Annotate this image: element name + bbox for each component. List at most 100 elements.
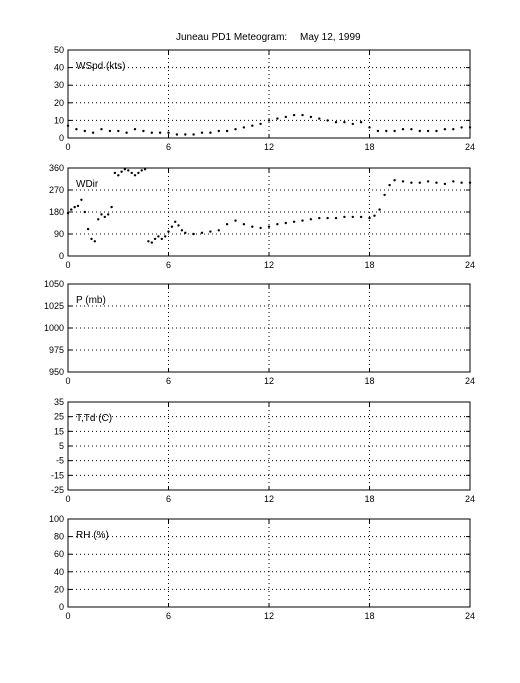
x-tick-label: 6 bbox=[166, 142, 171, 152]
data-point bbox=[192, 232, 195, 236]
y-tick-label: 0 bbox=[59, 602, 64, 612]
data-point bbox=[410, 128, 413, 131]
y-tick-label: 0 bbox=[59, 251, 64, 261]
y-tick-label: 20 bbox=[54, 584, 64, 594]
data-point bbox=[368, 126, 371, 129]
data-point bbox=[351, 122, 354, 126]
data-point bbox=[443, 128, 447, 131]
data-point bbox=[435, 181, 438, 184]
x-tick-label: 24 bbox=[465, 494, 475, 504]
data-point bbox=[309, 218, 313, 221]
data-point bbox=[157, 235, 160, 238]
data-point bbox=[368, 216, 371, 220]
x-tick-label: 12 bbox=[264, 494, 274, 504]
data-point bbox=[301, 219, 304, 222]
data-point bbox=[93, 240, 97, 243]
x-tick-label: 18 bbox=[364, 494, 374, 504]
data-point bbox=[376, 129, 380, 133]
data-point bbox=[200, 231, 204, 234]
data-point bbox=[103, 215, 107, 219]
data-point bbox=[378, 208, 381, 211]
panel-label: P (mb) bbox=[76, 295, 106, 306]
data-point bbox=[75, 128, 78, 131]
data-point bbox=[113, 171, 117, 175]
y-tick-label: 60 bbox=[54, 549, 64, 559]
y-tick-label: 360 bbox=[49, 163, 64, 173]
data-point bbox=[127, 169, 130, 172]
data-point bbox=[174, 220, 177, 223]
data-point bbox=[142, 129, 145, 133]
data-point bbox=[276, 223, 279, 226]
data-point bbox=[209, 230, 212, 233]
data-point bbox=[217, 129, 220, 133]
data-point bbox=[150, 241, 153, 244]
data-point bbox=[123, 168, 127, 171]
panel-label: T,Td (C) bbox=[76, 413, 112, 424]
data-point bbox=[100, 213, 103, 216]
data-point bbox=[225, 129, 229, 133]
data-point bbox=[401, 180, 405, 183]
data-point bbox=[276, 117, 279, 120]
data-point bbox=[351, 215, 354, 219]
y-tick-label: -15 bbox=[51, 470, 64, 480]
panel-label: WSpd (kts) bbox=[76, 61, 125, 72]
data-point bbox=[393, 129, 396, 133]
data-point bbox=[83, 129, 87, 133]
data-point bbox=[393, 179, 396, 182]
data-point bbox=[70, 208, 73, 211]
y-tick-label: 90 bbox=[54, 229, 64, 239]
x-tick-label: 18 bbox=[364, 611, 374, 621]
data-point bbox=[418, 181, 421, 184]
x-tick-label: 12 bbox=[264, 142, 274, 152]
data-point bbox=[242, 223, 246, 226]
data-point bbox=[108, 129, 112, 133]
data-point bbox=[443, 182, 447, 186]
data-point bbox=[326, 119, 329, 122]
data-point bbox=[217, 229, 220, 232]
y-tick-label: 80 bbox=[54, 532, 64, 542]
x-tick-label: 12 bbox=[264, 376, 274, 386]
data-point bbox=[160, 237, 163, 241]
y-tick-label: 950 bbox=[49, 367, 64, 377]
data-point bbox=[200, 131, 204, 134]
data-point bbox=[225, 223, 229, 226]
x-tick-label: 0 bbox=[65, 260, 70, 270]
x-tick-label: 24 bbox=[465, 260, 475, 270]
data-point bbox=[334, 216, 338, 220]
x-tick-label: 24 bbox=[465, 376, 475, 386]
y-tick-label: 0 bbox=[59, 133, 64, 143]
data-point bbox=[110, 205, 113, 209]
data-point bbox=[284, 115, 287, 119]
data-point bbox=[452, 180, 455, 183]
y-tick-label: 100 bbox=[49, 514, 64, 524]
data-point bbox=[468, 126, 472, 129]
data-point bbox=[66, 124, 70, 127]
x-tick-label: 18 bbox=[364, 142, 374, 152]
data-point bbox=[86, 227, 90, 231]
y-tick-label: 1025 bbox=[44, 301, 64, 311]
data-point bbox=[284, 221, 287, 225]
data-point bbox=[167, 131, 170, 134]
data-point bbox=[177, 224, 180, 227]
data-point bbox=[130, 171, 133, 175]
data-point bbox=[468, 181, 472, 184]
y-tick-label: 975 bbox=[49, 345, 64, 355]
data-point bbox=[251, 225, 254, 228]
data-point bbox=[120, 170, 123, 173]
data-point bbox=[140, 169, 143, 172]
y-tick-label: 35 bbox=[54, 397, 64, 407]
data-point bbox=[292, 113, 296, 117]
figure-date: May 12, 1999 bbox=[300, 32, 361, 43]
data-point bbox=[410, 181, 413, 184]
data-point bbox=[97, 218, 100, 221]
data-point bbox=[80, 198, 83, 201]
data-point bbox=[334, 121, 338, 124]
data-point bbox=[117, 174, 120, 177]
data-point bbox=[137, 171, 140, 175]
data-point bbox=[158, 131, 162, 134]
y-tick-label: 15 bbox=[54, 426, 64, 436]
data-point bbox=[184, 133, 187, 136]
data-point bbox=[107, 213, 110, 216]
data-point bbox=[90, 237, 93, 241]
